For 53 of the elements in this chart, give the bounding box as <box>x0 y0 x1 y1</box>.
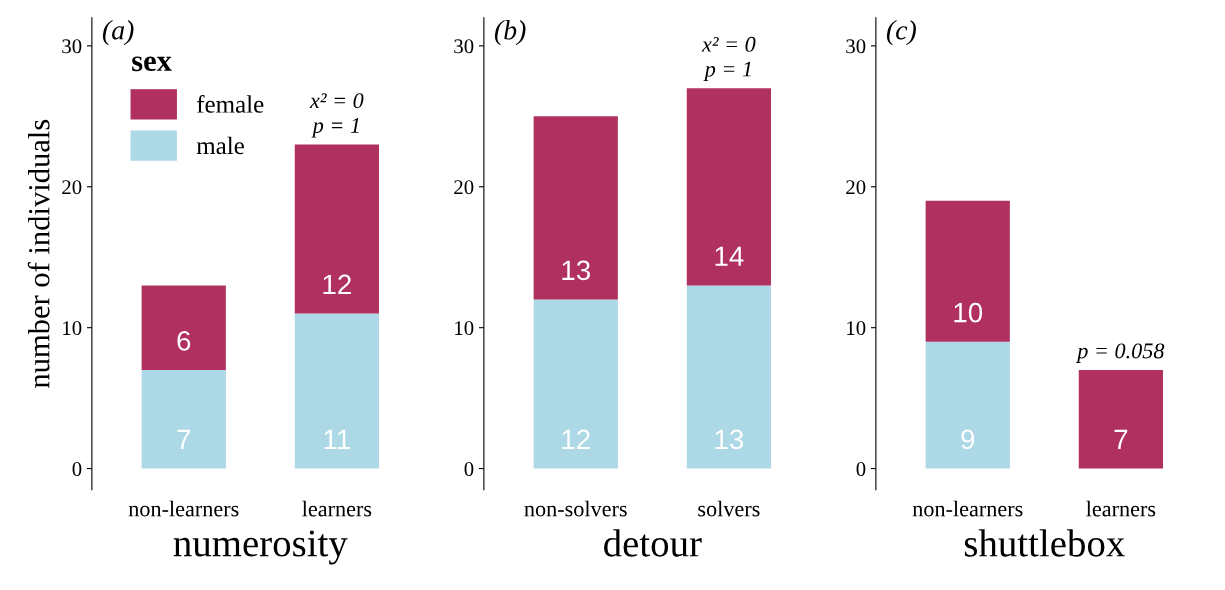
x-tick-label: non-solvers <box>524 500 627 517</box>
x-tick-label: non-learners <box>128 500 239 517</box>
data-label: 14 <box>715 246 744 266</box>
bar <box>925 200 1010 342</box>
x-tick-label: learners <box>302 500 372 517</box>
annotation: p = 0.058 <box>1075 343 1165 363</box>
data-label: 12 <box>323 274 351 294</box>
y-axis-title: number of individuals <box>27 119 50 388</box>
legend-label: female <box>196 95 264 113</box>
annotation: x² = 0 p = 1 <box>309 93 364 138</box>
bar <box>533 116 618 300</box>
y-tick-label: 10 <box>455 321 474 336</box>
y-tick-label: 20 <box>454 180 474 195</box>
bar <box>686 285 771 469</box>
y-tick-label: 30 <box>454 39 474 54</box>
legend-title: sex <box>132 56 172 72</box>
data-label: 12 <box>562 429 590 449</box>
chart-title: (b) <box>494 20 526 46</box>
y-tick-label: 0 <box>856 461 866 476</box>
y-tick-label: 0 <box>464 461 474 476</box>
data-label: 10 <box>954 302 983 323</box>
bar <box>141 369 226 469</box>
y-tick-label: 10 <box>63 321 82 336</box>
bar <box>141 285 226 370</box>
y-tick-label: 30 <box>62 39 82 54</box>
x-tick-label: learners <box>1086 500 1156 517</box>
chart-title: (c) <box>886 20 916 46</box>
x-axis-title: shuttlebox <box>964 529 1125 557</box>
data-label: 7 <box>1114 429 1128 449</box>
bar <box>294 313 379 469</box>
y-tick-label: 20 <box>846 180 866 195</box>
bar <box>533 299 618 469</box>
x-axis-title: numerosity <box>173 530 348 565</box>
y-tick-label: 20 <box>62 180 82 195</box>
data-label: 9 <box>961 429 975 450</box>
data-label: 6 <box>177 330 191 351</box>
y-tick-label: 0 <box>72 461 82 476</box>
bar <box>925 341 1010 469</box>
bar <box>1078 369 1163 469</box>
x-tick-label: non-learners <box>912 500 1023 517</box>
x-axis-title: detour <box>604 529 702 557</box>
x-tick-label: solvers <box>698 500 760 517</box>
data-label: 11 <box>324 429 350 449</box>
chart-title: (a) <box>102 20 134 46</box>
data-label: 7 <box>177 429 191 449</box>
y-tick-label: 30 <box>846 39 866 54</box>
bar <box>294 144 379 314</box>
legend-label: male <box>196 136 244 155</box>
data-label: 13 <box>562 260 590 281</box>
bar <box>686 88 771 286</box>
annotation: x² = 0 p = 1 <box>701 36 756 82</box>
data-label: 13 <box>715 429 744 450</box>
y-tick-label: 10 <box>847 321 866 336</box>
